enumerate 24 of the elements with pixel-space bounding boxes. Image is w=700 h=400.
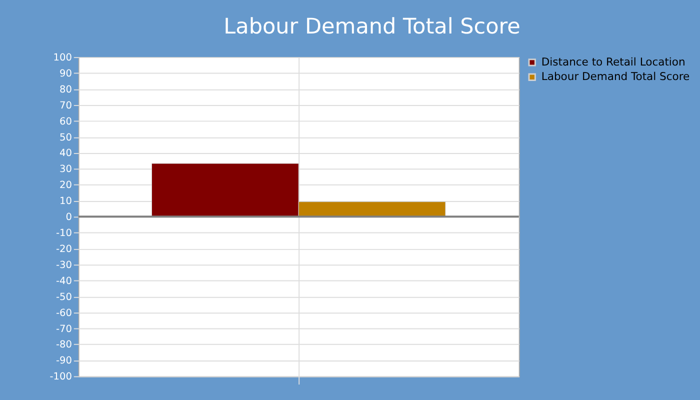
y-tick-label: 0 bbox=[66, 212, 72, 224]
y-tick-label: -90 bbox=[56, 356, 72, 367]
y-tick-label: 90 bbox=[60, 68, 72, 80]
y-tick-label: 30 bbox=[60, 164, 72, 176]
y-tick-label: -60 bbox=[56, 308, 72, 319]
y-tick-label: -40 bbox=[56, 276, 72, 287]
y-tick-label: 100 bbox=[53, 52, 72, 64]
y-tick-label: -30 bbox=[56, 260, 72, 271]
y-tick-label: 50 bbox=[60, 132, 72, 144]
legend-label: Distance to Retail Location bbox=[541, 55, 686, 68]
chart-title: Labour Demand Total Score bbox=[224, 14, 520, 40]
y-tick-label: -80 bbox=[56, 340, 72, 351]
y-tick-label: -10 bbox=[56, 228, 72, 240]
y-tick-label: 10 bbox=[60, 196, 72, 208]
y-tick-label: 60 bbox=[60, 116, 72, 128]
y-tick-label: -20 bbox=[56, 244, 72, 255]
y-tick-label: -100 bbox=[50, 372, 72, 383]
y-tick-label: 20 bbox=[60, 180, 72, 192]
y-tick-label: 70 bbox=[60, 100, 72, 112]
y-tick-label: 80 bbox=[60, 84, 72, 96]
y-tick-label: -50 bbox=[56, 292, 72, 303]
y-tick-label: -70 bbox=[56, 324, 72, 335]
y-tick-label: 40 bbox=[60, 148, 72, 160]
legend-label: Labour Demand Total Score bbox=[541, 70, 690, 84]
